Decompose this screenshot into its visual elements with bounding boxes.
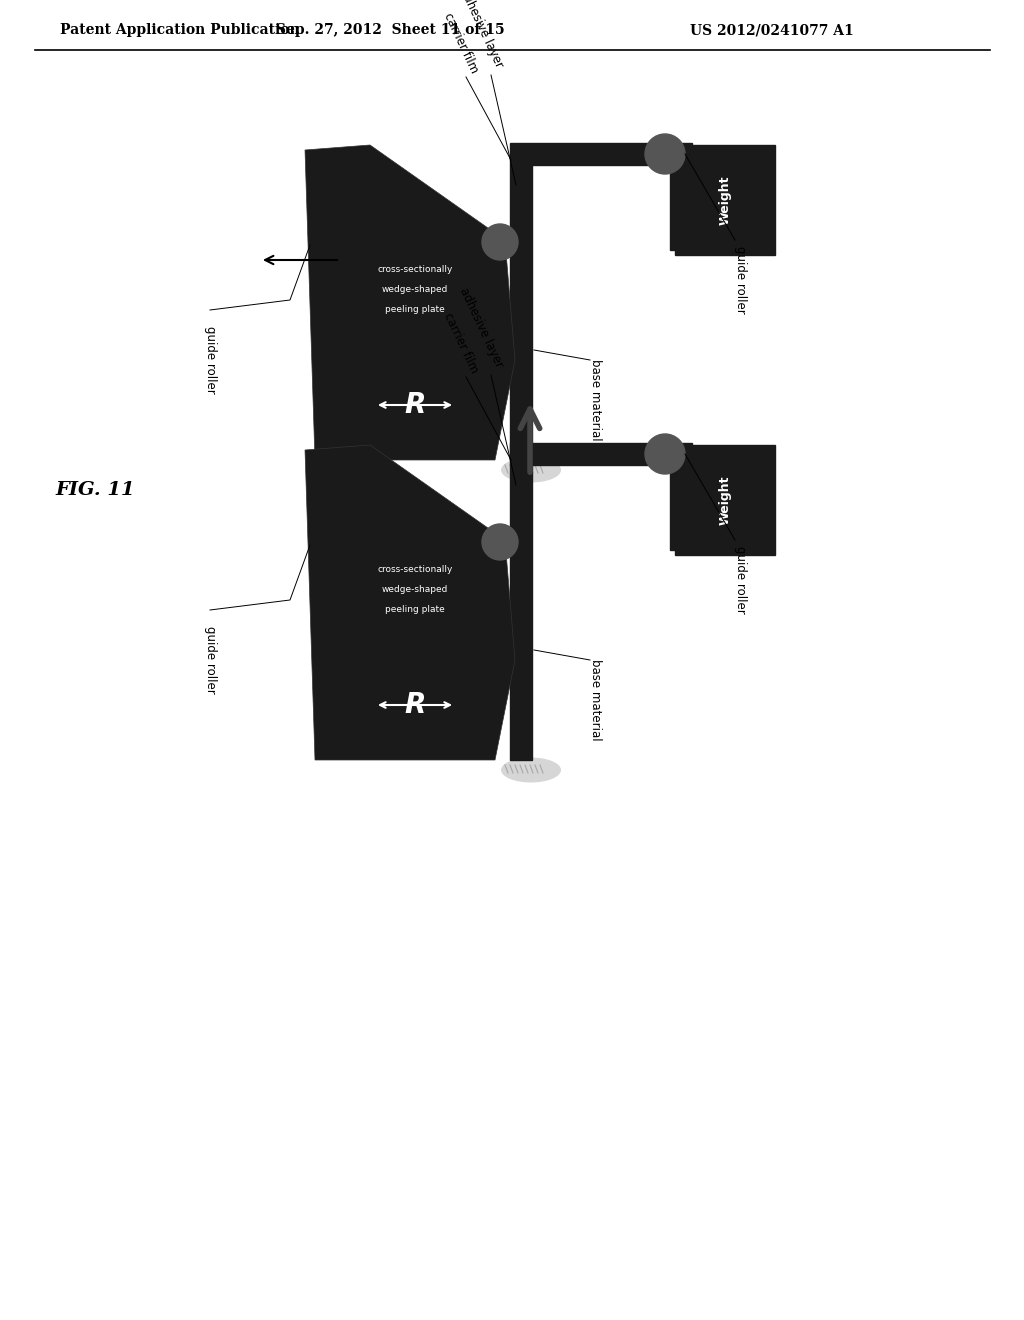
Text: Patent Application Publication: Patent Application Publication: [60, 22, 300, 37]
Bar: [670, 143, 692, 249]
Bar: [675, 145, 775, 255]
Text: adhesive layer: adhesive layer: [457, 285, 505, 370]
Text: base material: base material: [589, 659, 601, 741]
Text: wedge-shaped: wedge-shaped: [382, 586, 449, 594]
Text: peeling plate: peeling plate: [385, 305, 444, 314]
Text: US 2012/0241077 A1: US 2012/0241077 A1: [690, 22, 854, 37]
Text: FIG. 11: FIG. 11: [55, 480, 134, 499]
Circle shape: [482, 224, 518, 260]
Text: cross-sectionally: cross-sectionally: [377, 565, 453, 574]
Circle shape: [482, 524, 518, 560]
Text: Weight: Weight: [719, 475, 731, 525]
Bar: [670, 444, 692, 550]
Bar: [675, 445, 775, 554]
Text: guide roller: guide roller: [733, 546, 746, 614]
Text: base material: base material: [589, 359, 601, 441]
Text: wedge-shaped: wedge-shaped: [382, 285, 449, 294]
Text: Weight: Weight: [719, 176, 731, 224]
Polygon shape: [305, 145, 515, 459]
Bar: [510, 143, 670, 165]
Bar: [510, 444, 670, 465]
Text: R: R: [404, 690, 426, 719]
Text: guide roller: guide roller: [733, 246, 746, 314]
Text: carrier film: carrier film: [441, 11, 480, 75]
Text: carrier film: carrier film: [441, 310, 480, 375]
Text: peeling plate: peeling plate: [385, 606, 444, 615]
Bar: [510, 165, 532, 459]
Text: cross-sectionally: cross-sectionally: [377, 265, 453, 275]
Bar: [510, 465, 532, 760]
Text: Sep. 27, 2012  Sheet 11 of 15: Sep. 27, 2012 Sheet 11 of 15: [275, 22, 504, 37]
Polygon shape: [305, 445, 515, 760]
Text: guide roller: guide roller: [204, 626, 216, 694]
Text: guide roller: guide roller: [204, 326, 216, 393]
Circle shape: [645, 434, 685, 474]
Text: R: R: [404, 391, 426, 418]
Text: adhesive layer: adhesive layer: [457, 0, 505, 70]
Ellipse shape: [501, 458, 561, 483]
Ellipse shape: [501, 758, 561, 783]
Circle shape: [645, 135, 685, 174]
